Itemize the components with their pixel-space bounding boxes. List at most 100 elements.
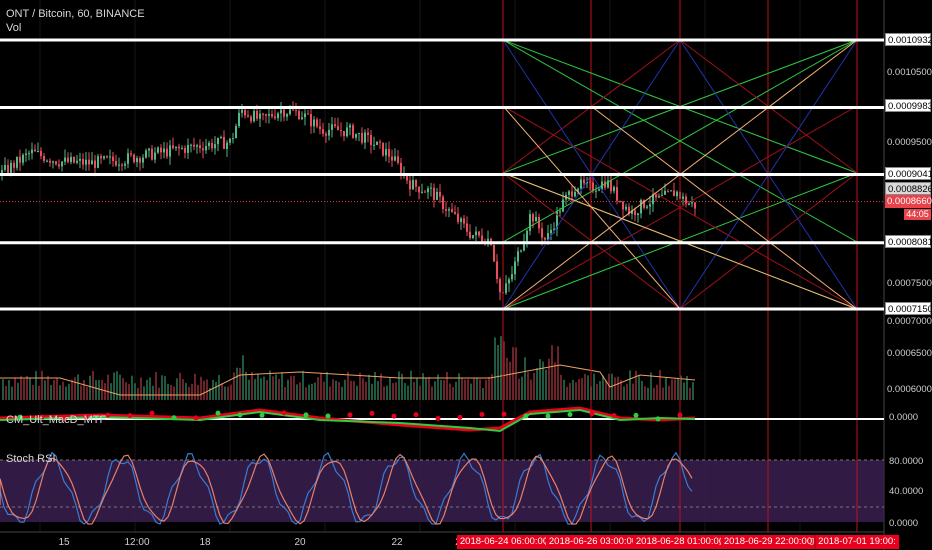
volume-bar <box>275 374 277 400</box>
macd-cross-dot <box>479 411 485 417</box>
candle-body <box>559 211 561 213</box>
volume-bar <box>110 383 112 400</box>
level-label-3: 0.0009041 <box>885 167 932 180</box>
candle-body <box>67 157 69 163</box>
volume-bar <box>290 376 292 400</box>
volume-bar <box>677 377 679 400</box>
candle-body <box>115 160 117 166</box>
symbol-title[interactable]: ONT / Bitcoin, 60, BINANCE <box>6 8 145 20</box>
candle-body <box>511 274 513 280</box>
volume-bar <box>332 379 334 400</box>
volume-bar <box>296 384 298 400</box>
volume-bar <box>401 373 403 400</box>
candle-body <box>469 231 471 238</box>
volume-bar <box>359 372 361 400</box>
candle-body <box>586 181 588 184</box>
candle-body <box>388 149 390 157</box>
volume-bar <box>461 378 463 400</box>
macd-cross-dot <box>105 412 111 418</box>
time-tick: J <box>809 537 815 548</box>
candle-body <box>157 147 159 153</box>
volume-bar <box>14 377 16 400</box>
macd-cross-dot <box>17 414 23 420</box>
volume-bar <box>305 387 307 400</box>
candle-body <box>349 125 351 128</box>
time-tag-2: 2018-06-26 03:00:00 <box>545 535 641 549</box>
volume-bar <box>554 362 556 400</box>
time-tag-3: 2018-06-28 01:00:00 <box>632 535 728 549</box>
candle-body <box>316 119 318 127</box>
level-label-2: 0.0009983 <box>885 99 932 112</box>
volume-bar <box>377 381 379 400</box>
macd-label[interactable]: CM_Ult_MacD_MTF <box>6 414 107 426</box>
volume-bar <box>662 387 664 400</box>
volume-bar <box>446 372 448 400</box>
volume-bar <box>164 376 166 400</box>
volume-bar <box>221 383 223 400</box>
candle-body <box>49 160 51 163</box>
candle-body <box>541 228 543 238</box>
macd-cross-dot <box>61 416 67 422</box>
volume-label[interactable]: Vol <box>6 22 22 34</box>
candle-body <box>238 112 240 127</box>
volume-bar <box>635 370 637 400</box>
volume-bar <box>272 376 274 400</box>
candle-body <box>451 209 453 212</box>
gann-fan-drawing[interactable] <box>502 0 858 532</box>
candle-body <box>43 155 45 162</box>
macd-cross-dot <box>567 411 573 417</box>
volume-bar <box>593 373 595 400</box>
gann-line <box>590 105 858 310</box>
horizontal-levels[interactable] <box>0 38 884 311</box>
candle-body <box>592 182 594 192</box>
candle-body <box>538 216 540 229</box>
level-label-1: 0.0010932 <box>885 33 932 46</box>
volume-bar <box>128 384 130 400</box>
candle-body <box>145 150 147 158</box>
candle-body <box>109 156 111 158</box>
candle-body <box>217 137 219 145</box>
candle-body <box>79 158 81 161</box>
candle-body <box>304 113 306 118</box>
macd-cross-dot <box>589 411 595 417</box>
volume-bar <box>494 337 496 400</box>
volume-bar <box>686 376 688 400</box>
volume-bar <box>215 381 217 400</box>
candle-body <box>355 133 357 138</box>
candle-body <box>370 135 372 146</box>
macd-cross-dot <box>457 414 463 420</box>
candle-body <box>622 201 624 210</box>
candle-body <box>346 127 348 137</box>
time-tick: 22 <box>391 537 403 548</box>
level-label-5: 0.0007150 <box>885 302 932 315</box>
volume-bar <box>161 375 163 400</box>
macd-cross-dot <box>193 415 199 421</box>
candle-body <box>268 113 270 116</box>
candle-body <box>661 194 663 196</box>
volume-bar <box>374 372 376 400</box>
volume-bar <box>86 387 88 400</box>
volume-bar <box>497 345 499 400</box>
volume-bar <box>542 361 544 400</box>
candle-body <box>571 191 573 197</box>
volume-bar <box>416 377 418 400</box>
volume-bar <box>488 376 490 400</box>
volume-bar <box>167 383 169 400</box>
volume-bar <box>338 382 340 400</box>
stoch-rsi-label[interactable]: Stoch RSI <box>6 453 56 465</box>
macd-cross-dot <box>149 410 155 416</box>
volume-bar <box>248 379 250 400</box>
volume-bar <box>419 385 421 400</box>
volume-bar <box>596 383 598 400</box>
candle-body <box>277 113 279 119</box>
candle-body <box>649 204 651 207</box>
candle-body <box>424 191 426 193</box>
candle-body <box>577 188 579 192</box>
volume-bar <box>404 383 406 400</box>
volume-bar <box>26 375 28 400</box>
candle-body <box>256 110 258 119</box>
candle-body <box>445 209 447 211</box>
candle-body <box>418 186 420 193</box>
volume-bar <box>206 379 208 400</box>
